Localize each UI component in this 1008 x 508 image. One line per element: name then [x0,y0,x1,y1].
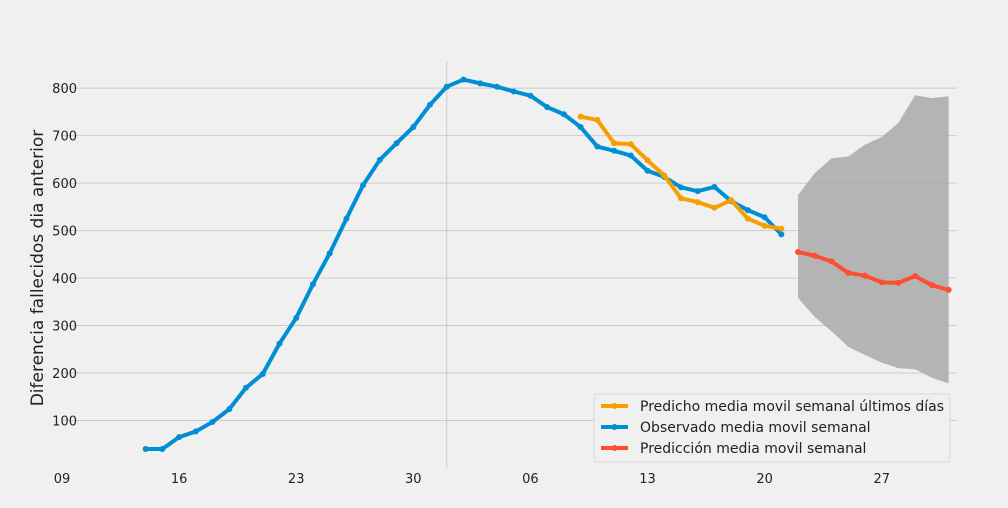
x-tick-label: 30 [405,472,422,487]
data-point-observado [309,281,316,288]
y-tick-label: 800 [52,82,77,97]
data-point-prediccion [895,279,902,286]
data-point-predicho [711,204,718,211]
data-point-predicho [611,140,618,147]
y-tick-label: 400 [52,272,77,287]
series-layer [142,76,952,453]
data-point-observado [477,80,484,87]
series-predicho [577,113,785,232]
legend-label-observado: Observado media movil semanal [640,420,871,436]
data-point-prediccion [845,269,852,276]
x-tick-label: 27 [873,472,890,487]
data-point-predicho [744,215,751,222]
data-point-observado [410,124,417,131]
data-point-observado [226,406,233,413]
data-point-prediccion [912,273,919,280]
data-point-prediccion [811,252,818,259]
legend-marker-observado [611,424,618,430]
data-point-observado [711,183,718,190]
data-point-observado [360,181,367,188]
y-tick-label: 600 [52,177,77,192]
legend-marker-predicho [611,403,618,409]
legend-item-prediccion: Predicción media movil semanal [601,441,866,457]
data-point-observado [176,434,183,441]
legend: Predicho media movil semanal últimos día… [593,393,951,463]
data-point-observado [393,140,400,147]
data-point-observado [376,156,383,163]
y-tick-label: 500 [52,225,77,240]
data-point-observado [276,340,283,347]
y-tick-label: 200 [52,367,77,382]
y-tick-label: 100 [52,415,77,430]
series-prediccion [795,248,952,293]
data-point-prediccion [928,282,935,289]
data-point-observado [677,184,684,191]
data-point-predicho [577,113,584,120]
x-tick-label: 13 [639,472,656,487]
confidence-band [798,95,949,384]
data-point-observado [259,370,266,377]
data-point-observado [761,214,768,221]
legend-label-predicho: Predicho media movil semanal últimos día… [640,399,944,415]
data-point-observado [560,111,567,118]
data-point-predicho [594,116,601,123]
data-point-observado [192,428,199,435]
y-axis-title: Diferencia fallecidos dia anterior [28,130,48,407]
legend-box [593,393,951,463]
legend-marker-prediccion [611,445,618,451]
data-point-predicho [778,225,785,232]
data-point-observado [627,152,634,159]
legend-item-observado: Observado media movil semanal [601,420,871,436]
legend-item-predicho: Predicho media movil semanal últimos día… [601,399,944,415]
data-point-observado [577,124,584,131]
data-point-observado [460,76,467,83]
data-point-observado [209,418,216,425]
data-point-predicho [661,172,668,179]
data-point-observado [493,83,500,90]
data-point-observado [744,207,751,214]
legend-label-prediccion: Predicción media movil semanal [640,441,866,457]
series-line-prediccion [796,249,951,292]
data-point-observado [343,215,350,222]
data-point-predicho [728,197,735,204]
data-point-predicho [644,157,651,164]
data-point-prediccion [828,258,835,265]
data-point-prediccion [795,248,802,255]
data-point-observado [326,250,333,257]
tick-layer: 100 200 300 400 500 600 700 800 09 16 23 30 06 13 20 27 [52,82,890,487]
x-tick-label: 09 [54,472,71,487]
data-point-predicho [694,199,701,206]
y-tick-label: 700 [52,130,77,145]
data-point-observado [443,83,450,90]
x-tick-label: 23 [288,472,305,487]
x-tick-label: 20 [756,472,773,487]
data-point-observado [159,446,166,453]
data-point-prediccion [945,286,952,293]
data-point-observado [778,231,785,238]
data-point-observado [243,384,250,391]
confidence-band-layer [798,95,949,384]
data-point-observado [510,88,517,95]
data-point-observado [427,101,434,108]
data-point-observado [527,92,534,99]
data-point-prediccion [861,272,868,279]
data-point-predicho [761,222,768,229]
data-point-observado [694,188,701,195]
data-point-observado [644,167,651,174]
data-point-predicho [627,141,634,148]
data-point-observado [594,143,601,150]
data-point-prediccion [878,279,885,286]
data-point-observado [544,104,551,111]
x-tick-label: 16 [171,472,188,487]
data-point-predicho [677,195,684,202]
y-tick-label: 300 [52,320,77,335]
x-tick-label: 06 [522,472,539,487]
data-point-observado [293,314,300,321]
data-point-observado [611,147,618,154]
data-point-observado [142,446,149,453]
